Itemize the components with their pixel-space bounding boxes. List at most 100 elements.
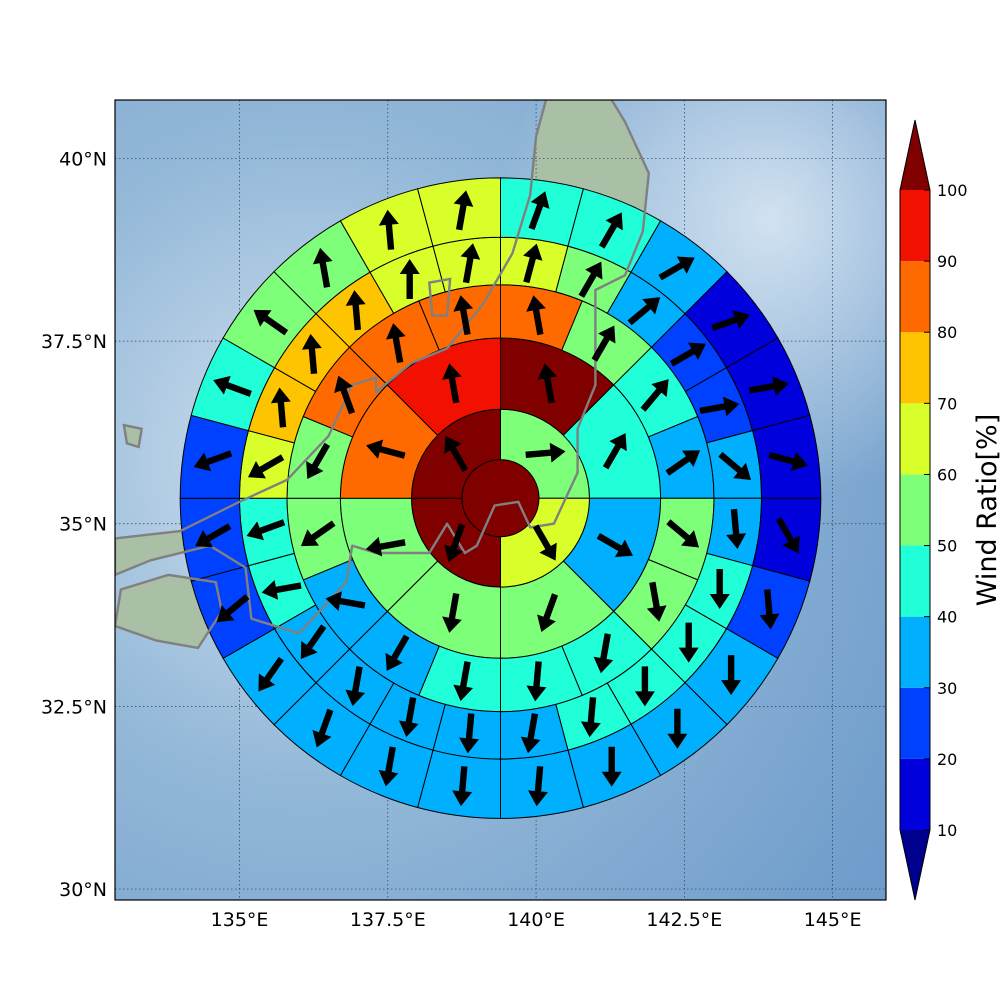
x-tick-label: 137.5°E <box>350 909 426 931</box>
colorbar-tick-label: 20 <box>937 750 957 769</box>
sector-cell <box>500 749 585 819</box>
wind-arrow <box>312 247 333 288</box>
colorbar-tick-label: 50 <box>937 537 957 556</box>
colorbar-bin <box>900 332 930 404</box>
colorbar-tick-label: 10 <box>937 821 957 840</box>
x-tick-label: 140°E <box>507 909 565 931</box>
coastline-honshu <box>115 100 650 635</box>
wind-arrow <box>246 519 286 541</box>
wind-arrow <box>442 592 462 633</box>
sector-cell <box>238 497 295 567</box>
wind-arrow <box>520 713 541 754</box>
coastline-sado <box>428 277 452 317</box>
wind-arrow <box>378 746 399 787</box>
wind-arrow <box>325 591 366 611</box>
wind-arrow <box>593 633 614 674</box>
x-tick-label: 142.5°E <box>646 909 722 931</box>
colorbar-label: Wind Ratio[%] <box>972 414 1000 606</box>
coastline-shikoku <box>115 573 224 650</box>
colorbar-tick-label: 90 <box>937 252 957 271</box>
colorbar: 10 20 30 40 50 60 70 80 90 100 Wind Ratio[%] <box>899 119 1000 901</box>
wind-arrow <box>678 622 699 663</box>
y-tick-label: 40°N <box>59 148 107 170</box>
wind-arrow <box>528 191 550 230</box>
wind-arrow <box>300 624 327 659</box>
wind-arrow <box>193 450 233 472</box>
wind-arrow <box>399 259 420 299</box>
wind-arrow <box>366 439 406 459</box>
wind-arrow <box>665 450 701 476</box>
wind-arrow <box>768 451 808 472</box>
wind-arrow <box>711 310 750 332</box>
wind-arrows <box>193 190 808 807</box>
wind-arrow <box>748 376 789 396</box>
wind-arrow <box>261 580 302 600</box>
wind-arrow <box>345 666 366 707</box>
wind-arrow <box>646 581 667 622</box>
wind-arrow <box>658 256 695 281</box>
wind-arrow <box>526 295 546 336</box>
wind-arrow <box>258 656 284 692</box>
wind-arrow <box>452 766 473 807</box>
wind-arrow <box>699 396 740 417</box>
wind-arrow <box>453 661 474 702</box>
wind-arrow <box>270 387 291 428</box>
wind-arrow <box>378 209 399 250</box>
wind-arrow <box>669 342 707 367</box>
coastline-oki <box>122 423 144 449</box>
wind-arrow <box>385 634 410 671</box>
wind-arrow <box>667 708 688 749</box>
coastline <box>115 100 650 650</box>
colorbar-bin <box>900 687 930 759</box>
y-axis-ticks: 30°N 32.5°N 35°N 37.5°N 40°N <box>41 148 107 901</box>
wind-arrow <box>709 569 730 609</box>
wind-arrow <box>596 533 633 557</box>
x-tick-label: 135°E <box>211 909 269 931</box>
wind-arrow <box>300 520 336 547</box>
colorbar-tick-label: 80 <box>937 323 957 342</box>
y-tick-label: 35°N <box>59 514 107 536</box>
colorbar-over-extend <box>900 120 930 190</box>
wind-arrow <box>453 190 474 231</box>
land-oki <box>123 425 142 447</box>
colorbar-tick-label: 100 <box>937 181 968 200</box>
wind-arrow <box>578 261 603 298</box>
wind-arrow <box>526 661 547 702</box>
wind-arrow <box>334 375 356 415</box>
wind-arrow <box>385 323 406 364</box>
colorbar-tick-label: 60 <box>937 465 957 484</box>
wind-arrow <box>345 290 366 331</box>
wind-arrow <box>640 379 669 412</box>
wind-arrow <box>306 442 331 480</box>
colorbar-bin <box>900 616 930 688</box>
wind-arrow <box>721 655 742 696</box>
wind-arrow <box>602 433 627 470</box>
wind-arrow <box>759 589 780 630</box>
wind-arrow <box>312 708 334 748</box>
wind-arrow <box>601 746 622 787</box>
colorbar-bin <box>900 545 930 617</box>
colorbar-under-extend <box>900 830 930 900</box>
map-panel <box>114 99 887 901</box>
wind-arrow <box>532 524 557 561</box>
wind-arrow <box>580 697 601 738</box>
sector-cells <box>179 177 822 819</box>
wind-arrow <box>634 666 655 707</box>
wind-arrow <box>398 697 419 737</box>
colorbar-bin <box>900 403 930 475</box>
wind-arrow <box>195 523 232 548</box>
wind-arrow <box>537 363 558 404</box>
wind-arrow <box>627 297 661 326</box>
wind-arrow <box>247 454 285 479</box>
colorbar-bin <box>900 190 930 262</box>
x-axis-ticks: 135°E 137.5°E 140°E 142.5°E 145°E <box>211 909 862 931</box>
wind-arrow <box>216 594 250 623</box>
x-tick-label: 145°E <box>804 909 862 931</box>
wind-arrow <box>365 536 406 557</box>
wind-arrow <box>666 519 700 548</box>
wind-arrow <box>775 517 800 554</box>
wind-arrow <box>301 333 322 375</box>
wind-arrow <box>460 243 481 284</box>
wind-arrow <box>444 435 469 473</box>
